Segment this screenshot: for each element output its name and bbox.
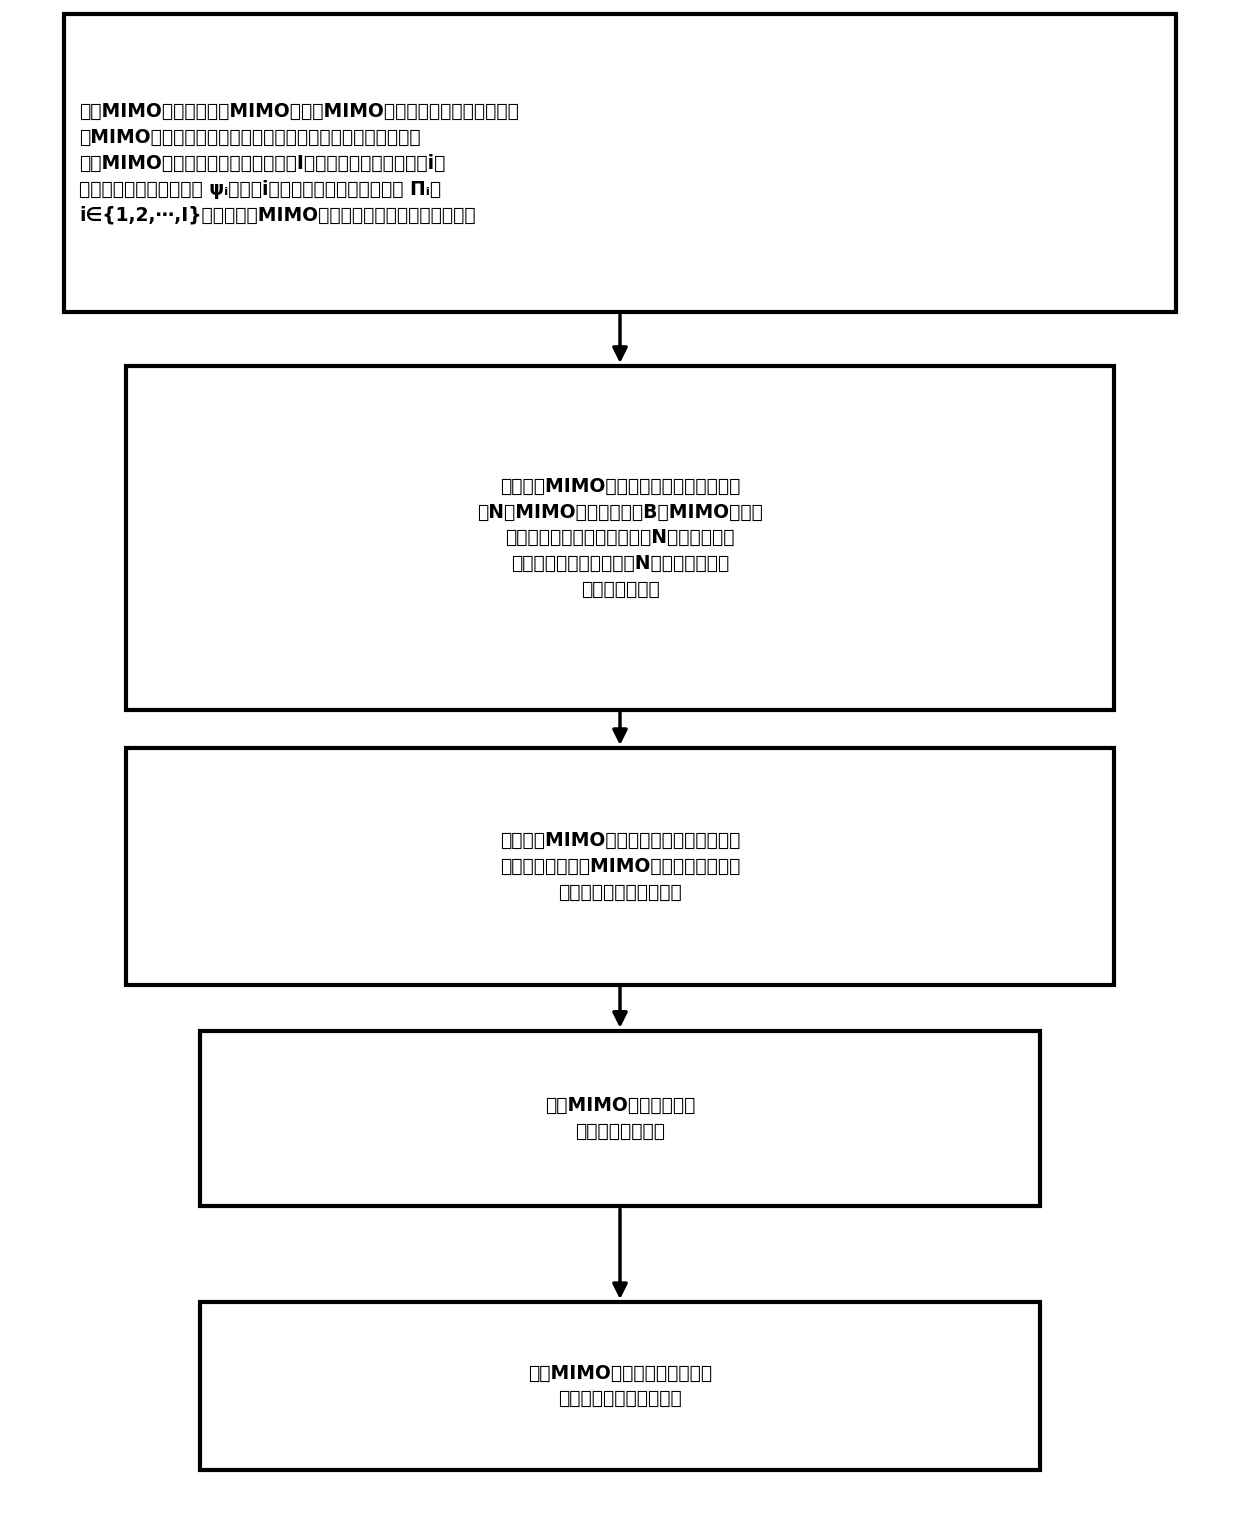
FancyBboxPatch shape xyxy=(201,1302,1039,1470)
Text: 计算MIMO雷辿发射的个
最终线性调频信号: 计算MIMO雷辿发射的个 最终线性调频信号 xyxy=(544,1097,696,1141)
Text: 分别计算MIMO雷辿发射线性调频信号的最
终频率间隔矢量和MIMO雷辿发射线性调频
信号的最终初始相位矢量: 分别计算MIMO雷辿发射线性调频信号的最 终频率间隔矢量和MIMO雷辿发射线性调… xyxy=(500,831,740,902)
Text: 计算MIMO雷辿发射的个最终线
性调频信号的发射方向图: 计算MIMO雷辿发射的个最终线 性调频信号的发射方向图 xyxy=(528,1364,712,1408)
Text: 确定MIMO雷辿分别确定MIMO雷辿及MIMO雷辿的期望发射方向图，所
述MIMO雷辿包含个发射阵元，且每个阵元发射线性调频信号；
所述MIMO雷辿的期望发射方: 确定MIMO雷辿分别确定MIMO雷辿及MIMO雷辿的期望发射方向图，所 述MIM… xyxy=(79,103,520,224)
Text: 分别确定MIMO雷辿发射线性调频信号的个
数N、MIMO雷辿的总带宻B和MIMO雷辿的
发射脉冲时宽，进而分别得到N个线性调频信
号的初始频率间隔矢量和N个线性: 分别确定MIMO雷辿发射线性调频信号的个 数N、MIMO雷辿的总带宻B和MIMO… xyxy=(477,477,763,598)
FancyBboxPatch shape xyxy=(126,749,1114,985)
FancyBboxPatch shape xyxy=(126,365,1114,710)
FancyBboxPatch shape xyxy=(64,14,1176,313)
FancyBboxPatch shape xyxy=(201,1031,1039,1206)
